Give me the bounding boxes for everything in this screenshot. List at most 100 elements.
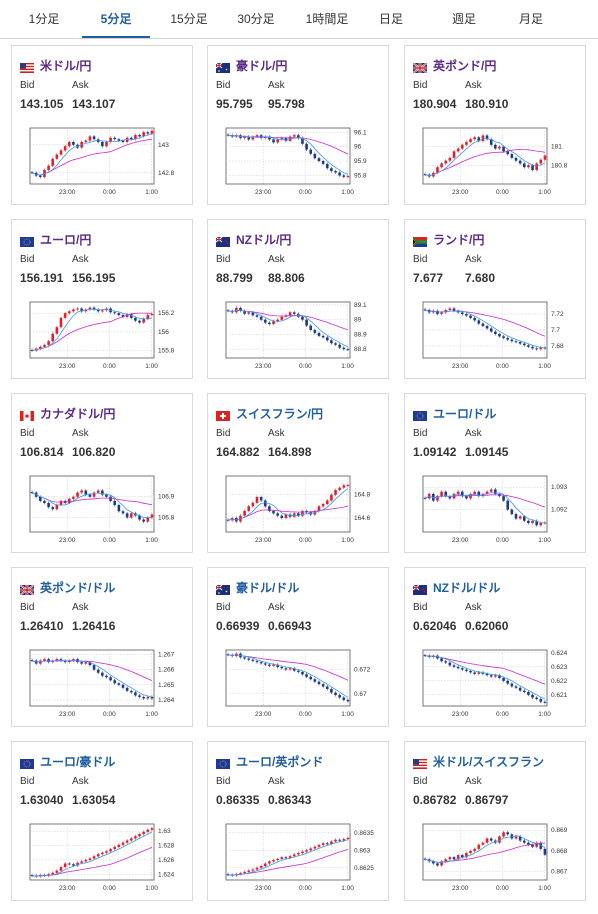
candle-body bbox=[268, 506, 271, 511]
pair-title[interactable]: ユーロ/英ポンド bbox=[236, 755, 324, 769]
tab-8[interactable]: 月足 bbox=[518, 12, 543, 26]
pair-title[interactable]: 英ポンド/円 bbox=[433, 59, 497, 73]
pair-title[interactable]: NZドル/円 bbox=[236, 233, 292, 247]
pair-title[interactable]: 英ポンド/ドル bbox=[40, 581, 116, 595]
tab-3[interactable]: 15分足 bbox=[170, 12, 208, 26]
candle-body bbox=[498, 836, 501, 843]
pair-title[interactable]: 米ドル/スイスフラン bbox=[433, 755, 544, 769]
ask-label: Ask bbox=[72, 428, 89, 439]
candle-body bbox=[301, 138, 304, 144]
candle-body bbox=[518, 516, 522, 519]
x-tick-label: 23:00 bbox=[452, 885, 469, 892]
candle-body bbox=[117, 505, 121, 512]
rate-card[interactable]: 英ポンド/ドル Bid Ask 1.26410 1.26416 23:00 0:00 1:00… bbox=[11, 567, 193, 727]
candle-body bbox=[543, 155, 547, 160]
candle-body bbox=[465, 853, 468, 858]
pair-title[interactable]: 豪ドル/円 bbox=[236, 59, 288, 73]
candle-body bbox=[92, 136, 96, 140]
y-tick-label: 106.8 bbox=[158, 514, 175, 521]
ask-label: Ask bbox=[465, 776, 482, 787]
tab-7[interactable]: 週足 bbox=[451, 12, 476, 26]
pair-title[interactable]: スイスフラン/円 bbox=[236, 407, 323, 421]
ask-value: 95.798 bbox=[268, 97, 305, 111]
rate-card[interactable]: カナダドル/円 Bid Ask 106.814 106.820 23:00 0:00 1:00… bbox=[11, 393, 193, 553]
price-chart[interactable]: 23:00 0:00 1:00 143 142.8 bbox=[20, 124, 184, 200]
candle-body bbox=[72, 496, 75, 499]
price-chart[interactable]: 23:00 0:00 1:00 0.869 0.868 0.867 bbox=[413, 820, 577, 896]
price-chart[interactable]: 23:00 0:00 1:00 0.8635 0.863 0.8625 bbox=[216, 820, 380, 896]
candle-body bbox=[321, 504, 325, 507]
x-tick-label: 0:00 bbox=[496, 711, 509, 718]
rate-card[interactable]: 英ポンド/円 Bid Ask 180.904 180.910 23:00 0:00 1:00 1… bbox=[404, 45, 586, 205]
pair-title[interactable]: NZドル/ドル bbox=[433, 581, 501, 595]
candle-body bbox=[297, 670, 300, 672]
price-chart[interactable]: 23:00 0:00 1:00 1.63 1.628 1.626 1.624 bbox=[20, 820, 184, 896]
price-chart[interactable]: 23:00 0:00 1:00 7.72 7.7 7.68 bbox=[413, 298, 577, 374]
tab-6[interactable]: 日足 bbox=[378, 12, 403, 26]
tab-4[interactable]: 30分足 bbox=[237, 12, 275, 26]
rate-card[interactable]: 米ドル/スイスフラン Bid Ask 0.86782 0.86797 23:00 0:00 1… bbox=[404, 741, 586, 901]
candle-body bbox=[259, 316, 263, 320]
rate-card[interactable]: ユーロ/豪ドル Bid Ask 1.63040 1.63054 23:00 0:00 1:00… bbox=[11, 741, 193, 901]
rate-card[interactable]: 豪ドル/円 Bid Ask 95.795 95.798 23:00 0:00 1:00 96.1… bbox=[207, 45, 389, 205]
rate-card[interactable]: ユーロ/円 Bid Ask 156.191 156.195 23:00 0:00 1:00 15… bbox=[11, 219, 193, 379]
pair-title[interactable]: ランド/円 bbox=[433, 233, 485, 247]
price-chart[interactable]: 23:00 0:00 1:00 106.9 106.8 bbox=[20, 472, 184, 548]
pair-title[interactable]: ユーロ/円 bbox=[40, 233, 92, 247]
rate-card[interactable]: NZドル/円 Bid Ask 88.799 88.806 23:00 0:00 1:00 89.… bbox=[207, 219, 389, 379]
price-chart[interactable]: 23:00 0:00 1:00 0.624 0.623 0.622 0.621 bbox=[413, 646, 577, 722]
candle-body bbox=[129, 314, 133, 318]
pair-title[interactable]: 豪ドル/ドル bbox=[236, 581, 300, 595]
rate-card[interactable]: スイスフラン/円 Bid Ask 164.882 164.898 23:00 0:00 1:0… bbox=[207, 393, 389, 553]
candle-body bbox=[255, 135, 259, 137]
bid-value: 95.795 bbox=[216, 97, 253, 111]
rate-card[interactable]: ユーロ/英ポンド Bid Ask 0.86335 0.86343 23:00 0:00 1:0… bbox=[207, 741, 389, 901]
candle-body bbox=[522, 163, 526, 168]
candle-body bbox=[125, 314, 129, 317]
candle-body bbox=[481, 323, 485, 326]
candle-body bbox=[444, 160, 448, 164]
candle-body bbox=[276, 319, 279, 322]
tab-2[interactable]: 5分足 bbox=[82, 0, 150, 38]
candle-body bbox=[465, 314, 468, 316]
candle-body bbox=[543, 701, 547, 703]
tab-5[interactable]: 1時間足 bbox=[305, 12, 349, 26]
pair-title[interactable]: カナダドル/円 bbox=[40, 407, 116, 421]
candle-body bbox=[489, 328, 493, 332]
rate-card[interactable]: 米ドル/円 Bid Ask 143.105 143.107 23:00 0:00 1:00 14… bbox=[11, 45, 193, 205]
candle-body bbox=[334, 692, 337, 696]
y-tick-label: 156.2 bbox=[158, 310, 175, 317]
rate-card[interactable]: 豪ドル/ドル Bid Ask 0.66939 0.66943 23:00 0:00 1:00 0… bbox=[207, 567, 389, 727]
candle-body bbox=[125, 840, 129, 843]
price-chart[interactable]: 23:00 0:00 1:00 1.093 1.092 bbox=[413, 472, 577, 548]
rate-card[interactable]: ランド/円 Bid Ask 7.677 7.680 23:00 0:00 1:00 7.72 7.… bbox=[404, 219, 586, 379]
candle-body bbox=[96, 139, 100, 142]
bid-value: 164.882 bbox=[216, 445, 260, 459]
candle-body bbox=[292, 135, 296, 137]
price-chart[interactable]: 23:00 0:00 1:00 89.1 89 88.9 88.8 bbox=[216, 298, 380, 374]
rate-card[interactable]: ユーロ/ドル Bid Ask 1.09142 1.09145 23:00 0:00 1:00 1… bbox=[404, 393, 586, 553]
pair-title[interactable]: ユーロ/ドル bbox=[433, 407, 497, 421]
price-chart[interactable]: 23:00 0:00 1:00 96.1 96 95.9 95.8 bbox=[216, 124, 380, 200]
price-chart[interactable]: 23:00 0:00 1:00 1.267 1.266 1.265 1.264 bbox=[20, 646, 184, 722]
price-chart[interactable]: 23:00 0:00 1:00 0.672 0.67 bbox=[216, 646, 380, 722]
rate-card[interactable]: NZドル/ドル Bid Ask 0.62046 0.62060 23:00 0:00 1:00… bbox=[404, 567, 586, 727]
candle-body bbox=[59, 867, 63, 871]
price-chart[interactable]: 23:00 0:00 1:00 164.8 164.6 bbox=[216, 472, 380, 548]
eu-flag-icon bbox=[216, 756, 230, 769]
pair-title[interactable]: 米ドル/円 bbox=[40, 59, 92, 73]
price-chart[interactable]: 23:00 0:00 1:00 156.2 156 155.8 bbox=[20, 298, 184, 374]
candle-body bbox=[129, 838, 133, 841]
candle-body bbox=[297, 853, 300, 855]
y-tick-label: 0.867 bbox=[551, 869, 568, 876]
x-tick-label: 23:00 bbox=[59, 885, 76, 892]
ask-value: 0.86343 bbox=[268, 793, 312, 807]
pair-title[interactable]: ユーロ/豪ドル bbox=[40, 755, 116, 769]
candle-body bbox=[101, 490, 104, 495]
candle-body bbox=[301, 851, 304, 854]
tab-1[interactable]: 1分足 bbox=[28, 12, 60, 26]
candle-body bbox=[239, 873, 242, 875]
candle-body bbox=[226, 134, 230, 136]
price-chart[interactable]: 23:00 0:00 1:00 181 180.8 bbox=[413, 124, 577, 200]
x-tick-label: 23:00 bbox=[255, 363, 272, 370]
